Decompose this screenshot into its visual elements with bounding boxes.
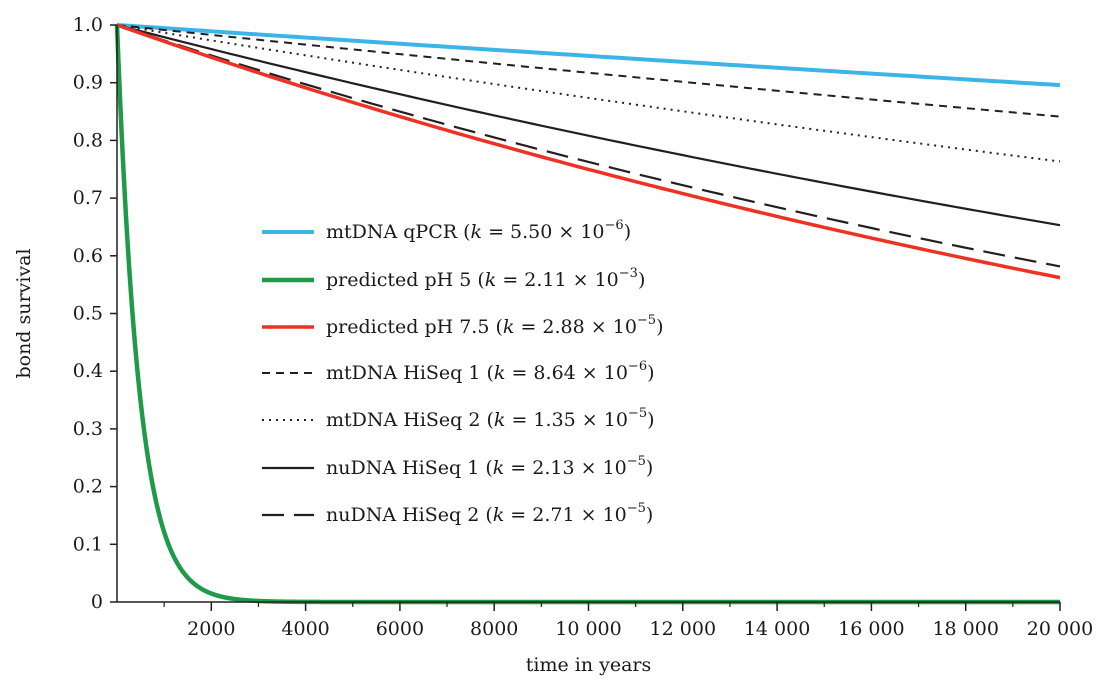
y-tick-label: 1.0 (73, 14, 103, 36)
series-line-mtdna-hiseq-2 (116, 24, 1061, 163)
legend-label: mtDNA HiSeq 1 (k = 8.64 × 10−6) (326, 359, 655, 384)
legend-label: mtDNA HiSeq 2 (k = 1.35 × 10−5) (326, 406, 655, 431)
y-tick-label: 0.6 (73, 245, 103, 267)
y-tick-label: 0.9 (73, 72, 103, 94)
legend-label: predicted pH 7.5 (k = 2.88 × 10−5) (326, 313, 664, 338)
x-tick-label: 16 000 (838, 618, 904, 640)
x-tick-label: 12 000 (650, 618, 716, 640)
x-tick-label: 10 000 (555, 618, 621, 640)
x-tick-label: 6000 (376, 618, 424, 640)
x-tick-label: 2000 (187, 618, 235, 640)
x-tick-label: 20 000 (1027, 618, 1093, 640)
x-tick-label: 14 000 (744, 618, 810, 640)
y-tick-label: 0.4 (73, 360, 103, 382)
x-tick-label: 4000 (281, 618, 329, 640)
legend-label: predicted pH 5 (k = 2.11 × 10−3) (326, 266, 645, 291)
legend-label: mtDNA qPCR (k = 5.50 × 10−6) (326, 218, 631, 243)
y-tick-label: 0 (91, 591, 103, 613)
legend-label: nuDNA HiSeq 2 (k = 2.71 × 10−5) (326, 501, 653, 526)
y-tick-label: 0.7 (73, 187, 103, 209)
x-tick-label: 18 000 (932, 618, 998, 640)
legend: mtDNA qPCR (k = 5.50 × 10−6) predicted pH… (262, 218, 664, 526)
y-tick-label: 0.8 (73, 129, 103, 151)
y-tick-label: 0.1 (73, 533, 103, 555)
y-tick-label: 0.5 (73, 303, 103, 325)
x-ticks: 2000 4000 6000 8000 10 000 12 000 14 000 16 000… (163, 602, 1093, 640)
series-line-nudna-hiseq-2 (116, 23, 1061, 268)
x-axis-label: time in years (526, 654, 652, 676)
series-line-predicted-ph-7-5 (116, 23, 1061, 280)
series-line-nudna-hiseq-1 (116, 23, 1061, 227)
y-tick-label: 0.2 (73, 476, 103, 498)
series-line-mtdna-hiseq-1 (116, 24, 1061, 118)
x-tick-label: 8000 (470, 618, 518, 640)
y-ticks: 0 0.1 0.2 0.3 0.4 0.5 0.6 0.7 0.8 0.9 1.0 (73, 14, 117, 613)
y-axis-label: bond survival (13, 248, 35, 378)
legend-label: nuDNA HiSeq 1 (k = 2.13 × 10−5) (326, 454, 653, 479)
series-line-mtdna-qpcr (116, 23, 1061, 88)
y-tick-label: 0.3 (73, 418, 103, 440)
